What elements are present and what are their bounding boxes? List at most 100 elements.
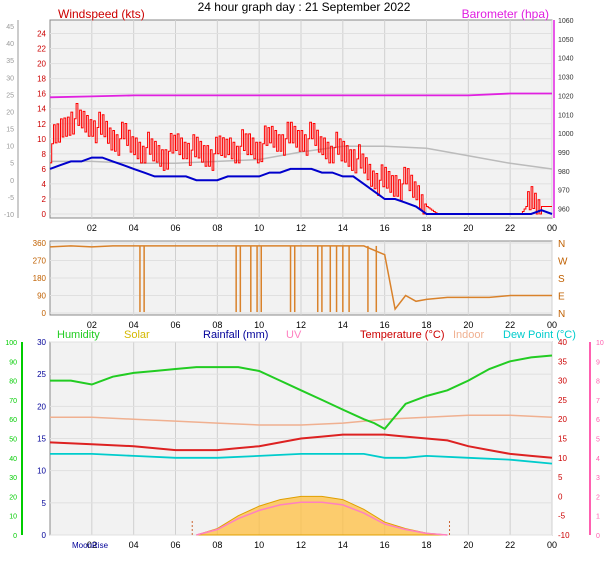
- barometer-y-tick: 1010: [558, 112, 574, 119]
- dir-x-tick: 20: [463, 320, 473, 330]
- humidity-y-tick: 100: [5, 340, 17, 347]
- dir-y-tick: 270: [33, 257, 47, 266]
- wind-x-tick: 08: [212, 223, 222, 233]
- wind-x-tick: 06: [170, 223, 180, 233]
- wind-outer-y-tick: 35: [6, 58, 14, 65]
- humidity-y-tick: 50: [9, 437, 17, 444]
- dir-x-tick: 22: [505, 320, 515, 330]
- wind-direction-line: [49, 245, 552, 311]
- uv-y-tick: 1: [596, 514, 600, 521]
- dir-x-tick: 16: [380, 320, 390, 330]
- wind-y-tick: 22: [37, 45, 46, 54]
- wind-y-tick: 10: [37, 135, 46, 144]
- clim-x-tick: 06: [170, 540, 180, 550]
- dir-compass-tick: W: [558, 257, 568, 268]
- temperature-line: [49, 433, 553, 459]
- wind-x-tick: 12: [296, 223, 306, 233]
- dir-y-tick: 360: [33, 239, 47, 248]
- clim-x-tick: 14: [338, 540, 348, 550]
- temp-y-tick: 10: [558, 454, 567, 463]
- wind-y-tick: 4: [42, 180, 47, 189]
- wind-y-tick: 18: [37, 75, 46, 84]
- wind-y-tick: 12: [37, 120, 46, 129]
- climate-legend-item: Temperature (°C): [360, 329, 444, 341]
- wind-y-tick: 16: [37, 90, 46, 99]
- uv-y-tick: 2: [596, 494, 600, 501]
- clim-y-tick: 15: [37, 435, 46, 444]
- barometer-y-tick: 990: [558, 150, 570, 157]
- humidity-line: [50, 354, 553, 431]
- barometer-y-tick: 980: [558, 169, 570, 176]
- dir-x-tick: 04: [129, 320, 139, 330]
- dir-y-tick: 180: [33, 274, 47, 283]
- wind-x-tick: 10: [254, 223, 264, 233]
- page-title: 24 hour graph day : 21 September 2022: [197, 0, 411, 14]
- clim-x-tick: 08: [212, 540, 222, 550]
- wind-x-tick: 20: [463, 223, 473, 233]
- humidity-y-tick: 70: [9, 398, 17, 405]
- wind-outer-y-tick: 20: [6, 109, 14, 116]
- indoor-line: [50, 414, 553, 426]
- wind-y-tick: 24: [37, 30, 46, 39]
- temp-y-tick: 25: [558, 396, 567, 405]
- wind-bg-line: [50, 145, 553, 170]
- clim-x-tick: 04: [129, 540, 139, 550]
- dir-x-tick: 08: [212, 320, 222, 330]
- wind-legend-label: Windspeed (kts): [58, 7, 145, 21]
- barometer-y-tick: 1050: [558, 37, 574, 44]
- humidity-y-tick: 0: [13, 533, 17, 540]
- uv-y-tick: 5: [596, 437, 600, 444]
- wind-outer-y-tick: 10: [6, 144, 14, 151]
- barometer-y-tick: 970: [558, 188, 570, 195]
- wind-outer-y-tick: 25: [6, 92, 14, 99]
- wind-outer-y-tick: 40: [6, 41, 14, 48]
- clim-y-tick: 25: [37, 370, 46, 379]
- uv-line: [196, 501, 448, 536]
- clim-y-tick: 30: [37, 338, 46, 347]
- barometer-y-tick: 1060: [558, 18, 574, 25]
- wind-x-tick: 00: [547, 223, 557, 233]
- clim-y-tick: 0: [42, 531, 47, 540]
- temp-y-tick: 15: [558, 435, 567, 444]
- wind-average-line: [49, 156, 553, 215]
- wind-y-tick: 20: [37, 60, 46, 69]
- clim-x-tick: 00: [547, 540, 557, 550]
- clim-x-tick: 20: [463, 540, 473, 550]
- clim-x-tick: 16: [380, 540, 390, 550]
- humidity-y-tick: 10: [9, 514, 17, 521]
- uv-y-tick: 7: [596, 398, 600, 405]
- wind-outer-y-tick: -10: [4, 212, 14, 219]
- wind-x-tick: 18: [421, 223, 431, 233]
- dir-x-tick: 18: [421, 320, 431, 330]
- uv-y-tick: 3: [596, 475, 600, 482]
- humidity-y-tick: 20: [9, 494, 17, 501]
- barometer-y-tick: 960: [558, 207, 570, 214]
- clim-x-tick: 18: [421, 540, 431, 550]
- barometer-y-tick: 1040: [558, 56, 574, 63]
- humidity-y-tick: 90: [9, 359, 17, 366]
- wind-outer-y-tick: 0: [10, 178, 14, 185]
- barometer-y-tick: 1030: [558, 75, 574, 82]
- humidity-y-tick: 30: [9, 475, 17, 482]
- dir-compass-tick: N: [558, 309, 565, 320]
- wind-y-tick: 8: [42, 150, 47, 159]
- uv-y-tick: 8: [596, 379, 600, 386]
- barometer-y-tick: 1000: [558, 131, 574, 138]
- clim-y-tick: 5: [42, 499, 47, 508]
- humidity-y-tick: 80: [9, 379, 17, 386]
- climate-legend-item: Rainfall (mm): [203, 329, 268, 341]
- temp-y-tick: -5: [558, 512, 566, 521]
- wind-y-tick: 6: [42, 165, 47, 174]
- dir-compass-tick: E: [558, 292, 565, 303]
- temp-y-tick: 30: [558, 377, 567, 386]
- uv-y-tick: 9: [596, 359, 600, 366]
- clim-x-tick: 02: [87, 540, 97, 550]
- clim-y-tick: 20: [37, 402, 46, 411]
- wind-x-tick: 02: [87, 223, 97, 233]
- wind-outer-y-tick: -5: [8, 195, 14, 202]
- dir-x-tick: 12: [296, 320, 306, 330]
- temp-y-tick: 40: [558, 338, 567, 347]
- uv-y-tick: 0: [596, 533, 600, 540]
